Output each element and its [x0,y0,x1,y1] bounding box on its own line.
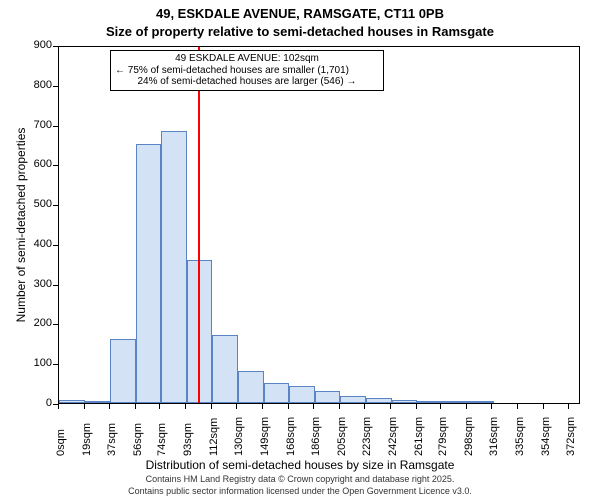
x-tick-mark [568,404,569,409]
histogram-bar [85,401,111,403]
y-tick-mark [53,86,58,87]
reference-line [198,47,200,403]
histogram-bar [161,131,187,403]
x-tick-mark [58,404,59,409]
x-tick-label: 279sqm [437,417,449,456]
plot-area [58,46,580,404]
y-tick-label: 600 [20,158,52,170]
x-tick-mark [491,404,492,409]
x-tick-label: 112sqm [208,418,220,456]
annotation-line: 24% of semi-detached houses are larger (… [115,76,379,88]
x-tick-label: 19sqm [81,423,93,456]
y-tick-label: 500 [20,198,52,210]
chart-title-line1: 49, ESKDALE AVENUE, RAMSGATE, CT11 0PB [0,6,600,21]
x-tick-label: 149sqm [259,417,271,456]
x-tick-mark [390,404,391,409]
chart-title-line2: Size of property relative to semi-detach… [0,24,600,39]
x-axis-label: Distribution of semi-detached houses by … [0,458,600,472]
x-tick-mark [339,404,340,409]
x-tick-label: 261sqm [413,417,425,456]
x-tick-label: 130sqm [233,417,245,456]
x-tick-label: 205sqm [336,417,348,456]
x-tick-mark [543,404,544,409]
x-tick-mark [185,404,186,409]
footer-line-1: Contains HM Land Registry data © Crown c… [0,474,600,484]
x-tick-label: 37sqm [106,423,118,456]
x-tick-mark [211,404,212,409]
x-tick-label: 223sqm [361,417,373,456]
histogram-bar [340,396,366,403]
y-tick-mark [53,324,58,325]
y-tick-label: 800 [20,79,52,91]
histogram-bar [136,144,162,403]
histogram-bar [59,400,85,403]
x-tick-mark [416,404,417,409]
x-tick-mark [84,404,85,409]
x-tick-label: 56sqm [132,423,144,456]
x-tick-mark [109,404,110,409]
x-tick-label: 372sqm [565,417,577,456]
annotation-line: 49 ESKDALE AVENUE: 102sqm [115,53,379,65]
histogram-bar [417,401,443,403]
x-tick-mark [364,404,365,409]
histogram-bar [315,391,341,403]
x-tick-mark [440,404,441,409]
x-tick-label: 93sqm [182,423,194,456]
x-tick-label: 298sqm [463,417,475,456]
histogram-bar [366,398,392,403]
x-tick-label: 168sqm [285,417,297,456]
y-tick-mark [53,245,58,246]
y-axis-label: Number of semi-detached properties [14,105,28,345]
footer-line-2: Contains public sector information licen… [0,486,600,496]
chart-container: { "chart": { "type": "histogram", "title… [0,0,600,500]
y-tick-label: 900 [20,39,52,51]
histogram-bar [110,339,136,403]
histogram-bar [264,383,290,403]
histogram-bar [289,386,315,403]
x-tick-mark [313,404,314,409]
x-tick-mark [288,404,289,409]
x-tick-label: 354sqm [540,417,552,456]
y-tick-label: 0 [20,397,52,409]
y-tick-mark [53,126,58,127]
histogram-bar [238,371,264,403]
annotation-line: ← 75% of semi-detached houses are smalle… [115,65,379,77]
x-tick-label: 335sqm [514,417,526,456]
histogram-bar [443,401,469,403]
x-tick-mark [135,404,136,409]
annotation-box: 49 ESKDALE AVENUE: 102sqm← 75% of semi-d… [110,50,384,91]
x-tick-mark [236,404,237,409]
y-tick-label: 100 [20,357,52,369]
y-tick-label: 200 [20,317,52,329]
y-tick-mark [53,46,58,47]
y-tick-mark [53,165,58,166]
y-tick-label: 700 [20,119,52,131]
histogram-bar [392,400,418,403]
x-tick-label: 74sqm [156,423,168,456]
y-tick-mark [53,285,58,286]
x-tick-mark [466,404,467,409]
histogram-bar [468,401,494,403]
x-tick-mark [262,404,263,409]
y-tick-label: 400 [20,238,52,250]
x-tick-label: 242sqm [387,417,399,456]
x-tick-label: 316sqm [488,417,500,456]
y-tick-mark [53,364,58,365]
y-tick-mark [53,205,58,206]
x-tick-mark [159,404,160,409]
x-tick-label: 186sqm [310,417,322,456]
x-tick-label: 0sqm [55,429,67,456]
y-tick-label: 300 [20,278,52,290]
histogram-bar [212,335,238,403]
x-tick-mark [517,404,518,409]
